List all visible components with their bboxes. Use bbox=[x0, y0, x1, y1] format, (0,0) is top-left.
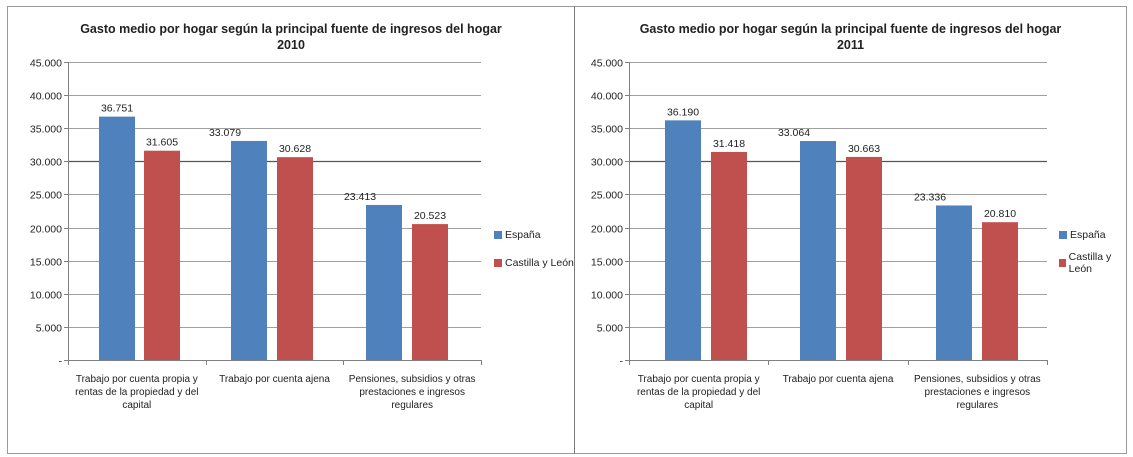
data-label: 36.751 bbox=[101, 103, 133, 115]
x-category-label: capital bbox=[684, 400, 713, 411]
legend-label: Castilla y León bbox=[505, 257, 574, 269]
chart-subtitle: 2010 bbox=[277, 38, 305, 52]
chart-panel-2010: Gasto medio por hogar según la principal… bbox=[7, 6, 575, 454]
chart-title: Gasto medio por hogar según la principal… bbox=[575, 21, 1126, 53]
y-tick-label: 45.000 bbox=[30, 58, 62, 70]
y-tick-label: 15.000 bbox=[591, 257, 623, 269]
x-category-label: capital bbox=[122, 400, 151, 411]
bar-chart-2011: - 5.000 10.000 15.000 20.000 25.000 30.000 35.0… bbox=[591, 58, 1048, 411]
data-label: 33.064 bbox=[778, 127, 810, 139]
x-category-label: regulares bbox=[391, 400, 433, 411]
bar-castilla bbox=[846, 156, 882, 360]
data-label: 33.079 bbox=[209, 127, 241, 139]
x-category-label: rentas de la propiedad y del bbox=[75, 387, 198, 398]
y-tick-label: - bbox=[620, 356, 624, 368]
legend-label: Castilla y León bbox=[1068, 251, 1112, 275]
data-label: 23.413 bbox=[344, 191, 376, 203]
data-label: 31.418 bbox=[713, 138, 745, 150]
legend-item-espana: España bbox=[494, 227, 574, 243]
x-category-label: Trabajo por cuenta ajena bbox=[783, 374, 894, 385]
legend-swatch-espana bbox=[494, 231, 502, 239]
legend-item-castilla: Castilla y León bbox=[494, 255, 574, 271]
y-tick-label: 5.000 bbox=[36, 323, 62, 335]
chart-subtitle: 2011 bbox=[836, 38, 865, 52]
y-tick-label: 25.000 bbox=[591, 190, 623, 202]
legend-swatch-castilla bbox=[494, 259, 502, 267]
y-tick-label: 40.000 bbox=[30, 91, 62, 103]
x-category-label: Pensiones, subsidios y otras bbox=[914, 374, 1041, 385]
y-tick-label: 30.000 bbox=[30, 157, 62, 169]
chart-panel-2011: Gasto medio por hogar según la principal… bbox=[574, 6, 1127, 454]
y-tick-label: 10.000 bbox=[30, 290, 62, 302]
x-category-label: Trabajo por cuenta propia y bbox=[76, 374, 198, 385]
y-tick-label: 35.000 bbox=[591, 124, 623, 136]
x-category-label: Trabajo por cuenta ajena bbox=[219, 374, 330, 385]
data-label: 20.810 bbox=[984, 208, 1016, 220]
legend-swatch-espana bbox=[1059, 231, 1067, 239]
legend-item-castilla: Castilla y León bbox=[1059, 251, 1126, 275]
y-tick-label: 20.000 bbox=[30, 224, 62, 236]
bar-espana bbox=[99, 116, 135, 360]
data-label: 36.190 bbox=[667, 106, 699, 118]
legend-label: España bbox=[1070, 229, 1106, 241]
y-tick-label: 20.000 bbox=[591, 224, 623, 236]
bar-espana bbox=[231, 140, 267, 360]
y-tick-label: 15.000 bbox=[30, 257, 62, 269]
y-tick-label: 30.000 bbox=[591, 157, 623, 169]
legend-label: España bbox=[505, 229, 541, 241]
chart-legend: España Castilla y León bbox=[494, 227, 574, 283]
legend-item-espana: España bbox=[1059, 227, 1126, 243]
x-category-label: rentas de la propiedad y del bbox=[637, 387, 760, 398]
x-category-label: Trabajo por cuenta propia y bbox=[638, 374, 760, 385]
data-label: 30.628 bbox=[279, 143, 311, 155]
legend-swatch-castilla bbox=[1059, 259, 1066, 267]
bar-espana bbox=[665, 120, 701, 361]
bar-castilla bbox=[711, 151, 747, 360]
data-label: 31.605 bbox=[146, 137, 178, 149]
x-category-label: prestaciones e ingresos bbox=[925, 387, 1031, 398]
bar-espana bbox=[366, 204, 402, 360]
x-category-label: prestaciones e ingresos bbox=[359, 387, 465, 398]
y-tick-label: 35.000 bbox=[30, 124, 62, 136]
bar-espana bbox=[800, 141, 836, 360]
bar-espana bbox=[936, 205, 972, 360]
bar-castilla bbox=[982, 222, 1018, 360]
bar-chart-2010: - 5.000 10.000 15.000 20.000 25.000 30.000 35.0… bbox=[30, 58, 482, 411]
chart-title-line: Gasto medio por hogar según la principal… bbox=[80, 22, 502, 36]
x-category-label: regulares bbox=[956, 400, 998, 411]
y-tick-label: 10.000 bbox=[591, 290, 623, 302]
bar-castilla bbox=[144, 150, 180, 360]
data-label: 30.663 bbox=[848, 143, 880, 155]
chart-title: Gasto medio por hogar según la principal… bbox=[8, 21, 574, 53]
y-tick-label: 25.000 bbox=[30, 190, 62, 202]
data-label: 20.523 bbox=[414, 210, 446, 222]
y-tick-label: 40.000 bbox=[591, 91, 623, 103]
x-category-label: Pensiones, subsidios y otras bbox=[349, 374, 476, 385]
bar-castilla bbox=[277, 157, 313, 360]
y-tick-label: 45.000 bbox=[591, 58, 623, 70]
y-tick-label: 5.000 bbox=[597, 323, 623, 335]
data-label: 23.336 bbox=[914, 191, 946, 203]
chart-legend: España Castilla y León bbox=[1059, 227, 1126, 283]
y-tick-label: - bbox=[59, 356, 63, 368]
chart-title-line: Gasto medio por hogar según la principal… bbox=[639, 22, 1062, 36]
bar-castilla bbox=[412, 224, 448, 360]
